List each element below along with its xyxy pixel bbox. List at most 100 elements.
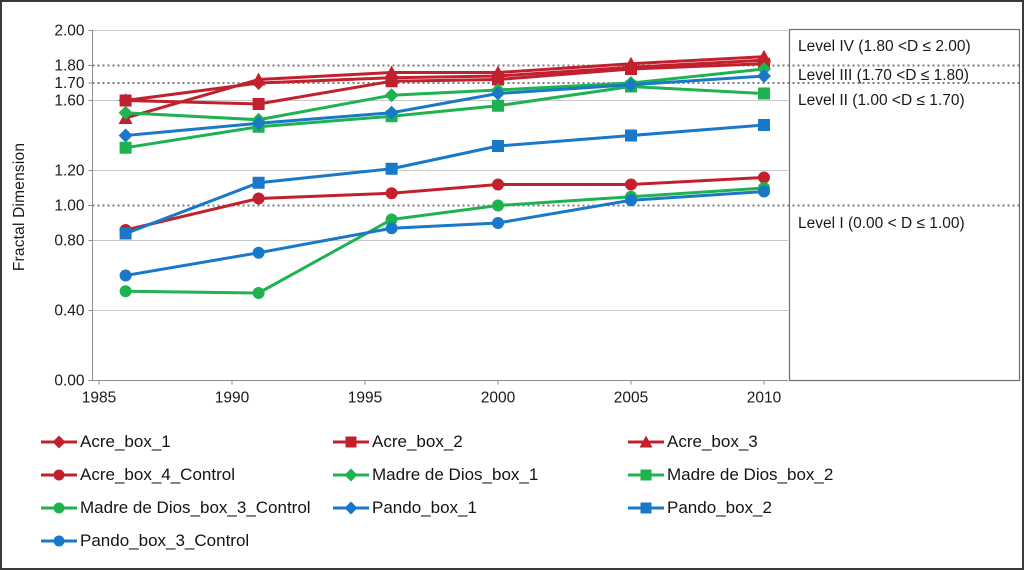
legend-label: Pando_box_3_Control (80, 531, 250, 550)
chart-legend: Acre_box_1 Acre_box_2 Acre_box_3 Acre_box_4… (2, 426, 1022, 566)
circle-marker-icon (758, 171, 770, 184)
series-pando-box-3-control (119, 185, 770, 282)
series-line (124, 186, 766, 295)
x-tick-label: 2000 (481, 390, 516, 407)
square-marker-icon (492, 99, 504, 112)
diamond-marker-icon (624, 77, 638, 92)
legend-label: Acre_box_4_Control (80, 465, 235, 484)
y-tick-label: 0.80 (54, 233, 85, 250)
square-marker-icon (345, 436, 357, 448)
diamond-marker-icon (118, 128, 133, 143)
triangle-marker-icon (639, 435, 653, 448)
triangle-marker-icon (251, 72, 266, 86)
legend-label: Pando_box_2 (667, 498, 772, 517)
circle-marker-icon (625, 178, 637, 191)
legend-item-acre-box-1[interactable]: Acre_box_1 (40, 430, 171, 454)
square-marker-icon (119, 227, 132, 240)
legend-item-pando-box-1[interactable]: Pando_box_1 (332, 496, 477, 520)
diamond-marker-icon (344, 468, 358, 482)
legend-label: Acre_box_2 (372, 432, 463, 451)
square-marker-icon (640, 469, 652, 481)
y-tick-label: 0.00 (54, 373, 85, 390)
x-tick-label: 1985 (82, 390, 116, 407)
square-marker-icon (758, 119, 770, 131)
legend-marker (333, 501, 369, 515)
square-marker-icon (640, 502, 652, 514)
series-line (124, 176, 766, 232)
legend-marker (333, 468, 369, 482)
legend-marker (628, 502, 664, 514)
x-tick-label: 1990 (215, 390, 250, 407)
circle-marker-icon (492, 178, 504, 191)
circle-marker-icon (53, 469, 65, 481)
series-line (124, 85, 766, 150)
triangle-marker-icon (624, 56, 638, 70)
series-pando-box-2 (119, 119, 770, 240)
legend-marker (628, 435, 664, 448)
diamond-marker-icon (384, 88, 399, 103)
circle-marker-icon (53, 502, 65, 514)
triangle-marker-icon (384, 65, 399, 79)
diamond-marker-icon (118, 105, 133, 120)
diamond-marker-icon (52, 435, 66, 449)
legend-item-madre-de-dios-box-1[interactable]: Madre de Dios_box_1 (332, 463, 538, 487)
circle-marker-icon (385, 222, 398, 235)
square-marker-icon (119, 94, 132, 107)
circle-marker-icon (758, 185, 770, 198)
legend-label: Acre_box_1 (80, 432, 171, 451)
legend-label: Madre de Dios_box_3_Control (80, 498, 311, 517)
y-tick-label: 1.80 (54, 58, 85, 75)
circle-marker-icon (119, 285, 132, 298)
legend-marker (41, 469, 77, 481)
legend-item-madre-de-dios-box-3-control[interactable]: Madre de Dios_box_3_Control (40, 496, 311, 520)
triangle-marker-icon (757, 49, 771, 63)
circle-marker-icon (492, 217, 504, 229)
x-tick-label: 1995 (348, 390, 382, 407)
legend-item-acre-box-3[interactable]: Acre_box_3 (627, 430, 758, 454)
series-line (124, 123, 766, 235)
circle-marker-icon (252, 192, 265, 205)
legend-item-pando-box-3-control[interactable]: Pando_box_3_Control (40, 529, 249, 553)
circle-marker-icon (625, 194, 637, 207)
legend-item-acre-box-4-control[interactable]: Acre_box_4_Control (40, 463, 235, 487)
square-marker-icon (119, 141, 132, 154)
legend-item-madre-de-dios-box-2[interactable]: Madre de Dios_box_2 (627, 463, 833, 487)
triangle-marker-icon (491, 65, 505, 79)
y-tick-label: 1.20 (54, 163, 85, 180)
level-panel-box (788, 28, 1021, 382)
series-pando-box-1 (118, 69, 771, 143)
y-tick-label: 1.70 (54, 75, 85, 92)
x-tick-label: 2005 (614, 390, 648, 407)
series-line (124, 55, 766, 120)
x-tick-label: 2010 (747, 390, 782, 407)
square-marker-icon (252, 98, 265, 110)
legend-item-acre-box-2[interactable]: Acre_box_2 (332, 430, 463, 454)
legend-label: Madre de Dios_box_2 (667, 465, 834, 484)
square-marker-icon (252, 176, 265, 189)
diamond-marker-icon (251, 116, 266, 131)
legend-item-pando-box-2[interactable]: Pando_box_2 (627, 496, 772, 520)
diamond-marker-icon (384, 105, 399, 120)
y-tick-label: 2.00 (54, 23, 85, 40)
legend-label: Pando_box_1 (372, 498, 477, 517)
circle-marker-icon (252, 287, 265, 299)
y-tick-label: 1.60 (54, 93, 85, 110)
legend-marker (41, 435, 77, 449)
legend-marker (628, 469, 664, 481)
circle-marker-icon (385, 187, 398, 200)
series-acre-box-3 (118, 49, 771, 124)
legend-label: Madre de Dios_box_1 (372, 465, 539, 484)
series-line (124, 67, 766, 122)
circle-marker-icon (385, 213, 398, 226)
legend-marker (333, 436, 369, 448)
y-tick-label: 0.40 (54, 303, 85, 320)
square-marker-icon (492, 140, 504, 152)
circle-marker-icon (119, 269, 132, 282)
circle-marker-icon (53, 535, 65, 547)
diamond-marker-icon (344, 501, 358, 515)
y-axis-title: Fractal Dimension (11, 142, 28, 272)
circle-marker-icon (252, 246, 265, 259)
diamond-marker-icon (491, 86, 505, 101)
